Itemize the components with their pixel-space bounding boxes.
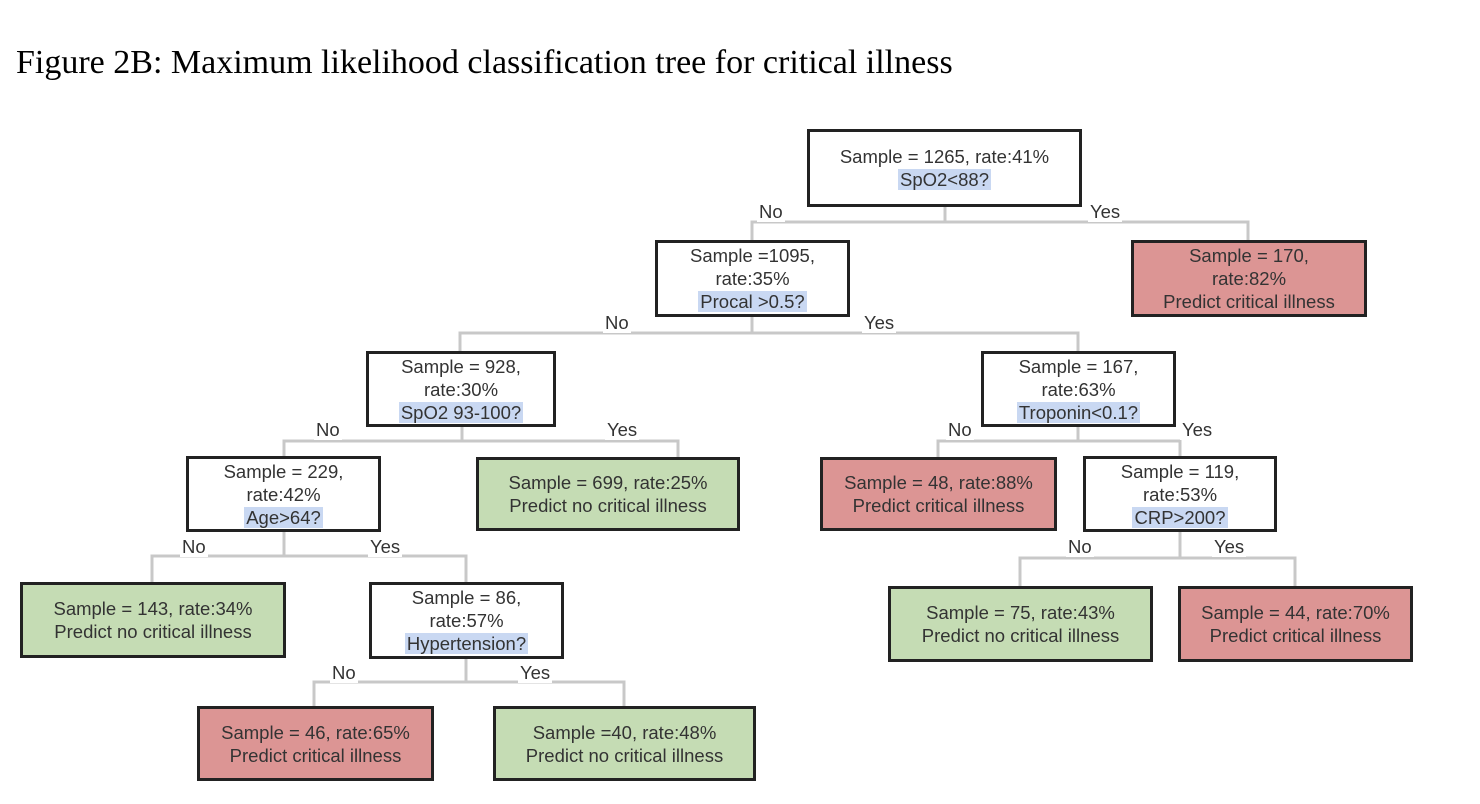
node-sample: Sample =1095, [690,245,815,266]
edge-label-no: No [1066,536,1094,557]
node-root: Sample = 1265, rate:41% SpO2<88? [807,129,1082,207]
edge-label-no: No [603,312,631,333]
figure-title: Figure 2B: Maximum likelihood classifica… [16,44,953,81]
node-928: Sample = 928, rate:30% SpO2 93-100? [366,351,556,427]
node-prediction: Predict no critical illness [525,744,724,766]
connector-n1095 [458,316,1080,351]
edge-label-yes: Yes [518,662,553,683]
node-sample-rate: Sample = 48, rate:88% [844,472,1033,493]
node-rate: rate:42% [246,483,321,505]
node-86: Sample = 86, rate:57% Hypertension? [369,582,564,659]
connector-root [750,206,1250,240]
node-prediction: Predict critical illness [229,744,402,766]
connector-n229 [150,530,468,582]
node-167: Sample = 167, rate:63% Troponin<0.1? [981,351,1176,427]
node-rate: rate:63% [1041,378,1116,400]
node-prediction: Predict critical illness [852,495,1025,516]
node-sample: Sample = 86, [411,587,522,608]
edge-label-no: No [314,419,342,440]
edge-label-yes: Yes [1088,201,1123,222]
leaf-143: Sample = 143, rate:34% Predict no critic… [20,582,286,658]
leaf-40: Sample =40, rate:48% Predict no critical… [493,706,756,781]
node-sample-rate: Sample = 699, rate:25% [508,472,708,493]
node-rate: rate:30% [423,378,499,400]
node-sample-rate: Sample = 75, rate:43% [926,602,1115,623]
leaf-46: Sample = 46, rate:65% Predict critical i… [197,706,434,781]
edge-label-yes: Yes [1212,536,1247,557]
edge-label-yes: Yes [605,419,640,440]
node-rate: rate:35% [715,268,790,289]
edge-label-no: No [946,419,974,440]
edge-label-no: No [180,536,208,557]
node-sample-rate: Sample = 1265, rate:41% [839,146,1050,167]
node-119: Sample = 119, rate:53% CRP>200? [1083,456,1277,532]
node-question: Age>64? [244,506,323,528]
node-question: SpO2<88? [898,169,991,190]
node-sample-rate: Sample = 44, rate:70% [1201,602,1390,623]
node-sample: Sample = 229, [223,460,344,482]
connector-n119 [1018,530,1297,586]
node-prediction: Predict critical illness [1209,625,1382,646]
node-question: Hypertension? [404,633,529,654]
node-sample-rate: Sample =40, rate:48% [532,721,717,743]
node-prediction: Predict no critical illness [921,625,1120,646]
node-1095: Sample =1095, rate:35% Procal >0.5? [655,240,850,317]
connector-n928 [282,426,680,457]
node-question: Procal >0.5? [698,291,807,312]
node-question: CRP>200? [1132,506,1228,528]
node-rate: rate:82% [1211,268,1287,289]
node-sample-rate: Sample = 46, rate:65% [221,721,410,743]
node-sample: Sample = 170, [1189,245,1309,266]
node-rate: rate:53% [1142,483,1218,505]
node-sample-rate: Sample = 143, rate:34% [53,598,253,619]
leaf-44: Sample = 44, rate:70% Predict critical i… [1178,586,1413,662]
connector-n86 [312,658,626,706]
edge-label-no: No [330,662,358,683]
node-question: Troponin<0.1? [1016,401,1141,423]
node-sample: Sample = 928, [401,355,521,377]
node-sample: Sample = 167, [1018,355,1139,377]
node-rate: rate:57% [429,610,504,631]
node-question: SpO2 93-100? [398,401,524,423]
leaf-699: Sample = 699, rate:25% Predict no critic… [476,457,740,531]
node-prediction: Predict no critical illness [54,621,252,642]
node-229: Sample = 229, rate:42% Age>64? [186,456,381,532]
node-sample: Sample = 119, [1120,460,1240,482]
leaf-170: Sample = 170, rate:82% Predict critical … [1131,240,1367,317]
edge-label-no: No [757,201,785,222]
edge-label-yes: Yes [368,536,403,557]
node-prediction: Predict no critical illness [509,495,707,516]
node-prediction: Predict critical illness [1163,291,1335,312]
edge-label-yes: Yes [862,312,897,333]
leaf-75: Sample = 75, rate:43% Predict no critica… [888,586,1153,662]
connector-n167 [936,426,1182,457]
leaf-48: Sample = 48, rate:88% Predict critical i… [820,457,1057,531]
edge-label-yes: Yes [1180,419,1215,440]
